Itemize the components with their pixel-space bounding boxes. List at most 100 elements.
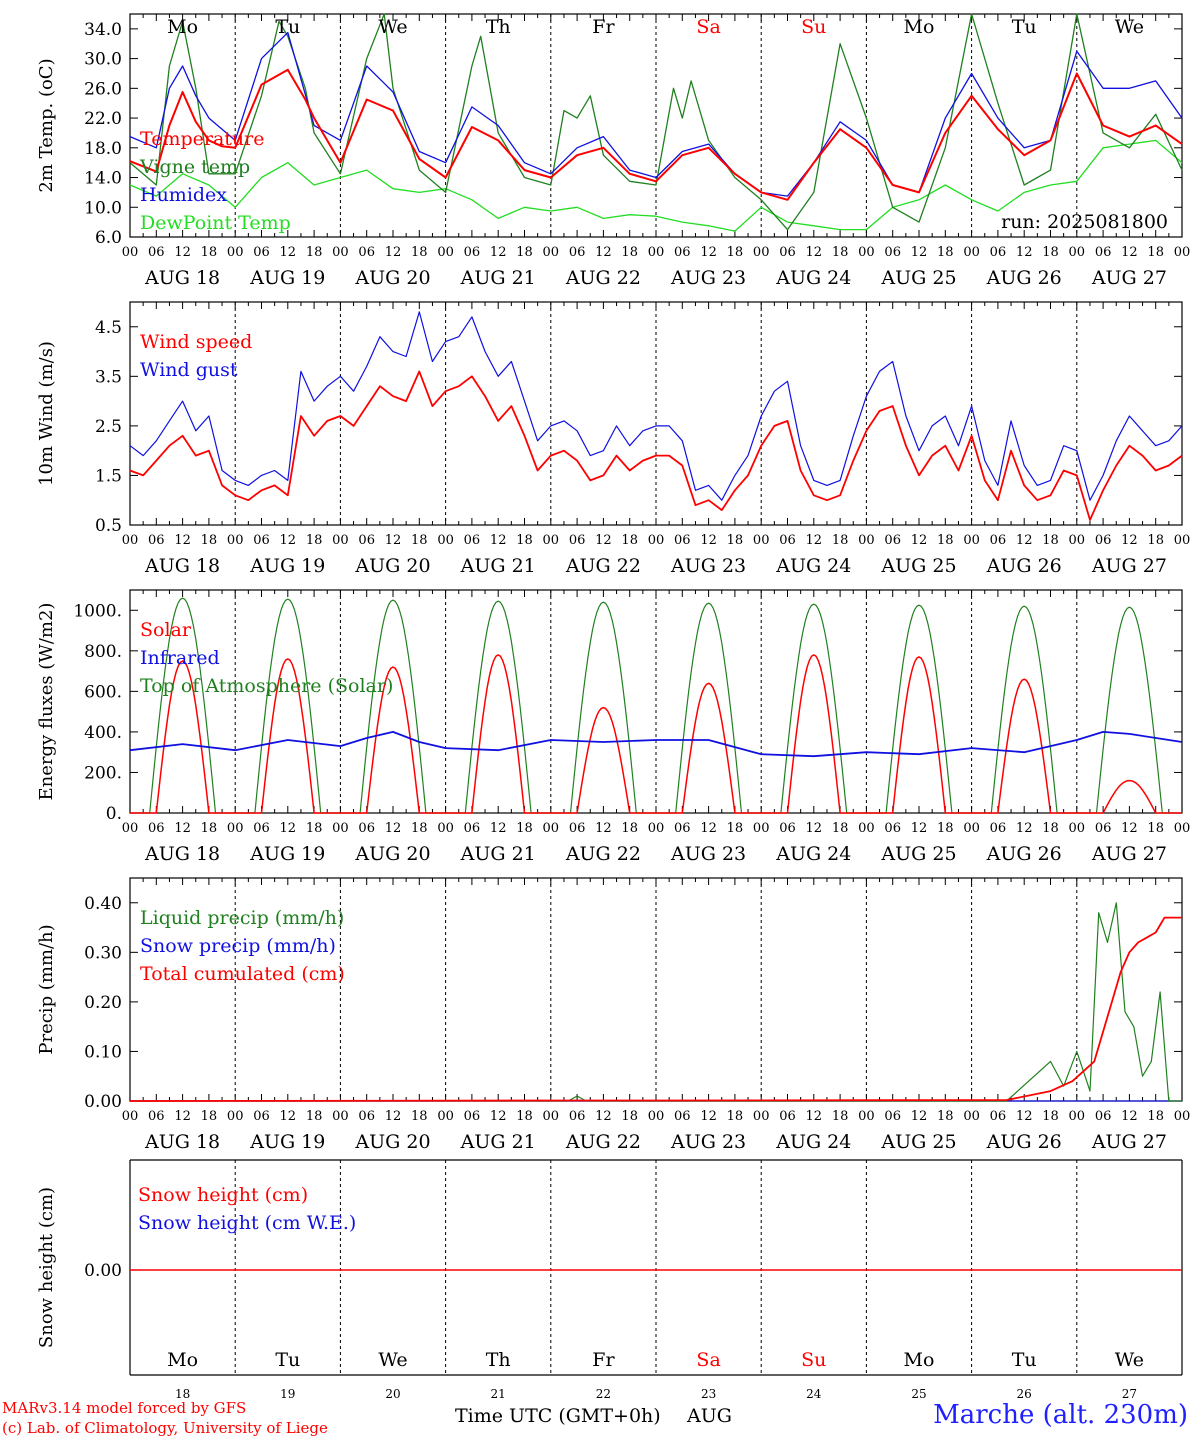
energy-hour-label: 00: [437, 821, 454, 836]
wind-hour-label: 12: [700, 533, 717, 548]
temp-hour-label: 06: [884, 245, 901, 260]
precip-hour-label: 18: [201, 1109, 218, 1124]
snow-day-number: 21: [491, 1387, 506, 1401]
wind-date-label: AUG 24: [775, 555, 851, 577]
station-name: Marche (alt. 230m): [933, 1400, 1188, 1430]
temp-date-label: AUG 25: [880, 267, 956, 289]
wind-date-label: AUG 21: [460, 555, 536, 577]
temp-hour-label: 18: [1042, 245, 1059, 260]
temp-hour-label: 18: [937, 245, 954, 260]
temp-legend-dewpoint-temp: DewPoint Temp: [140, 212, 291, 234]
precip-date-label: AUG 23: [670, 1131, 746, 1153]
wind-hour-label: 12: [174, 533, 191, 548]
snow-day-name: We: [1115, 1349, 1144, 1371]
precip-hour-label: 12: [174, 1109, 191, 1124]
energy-hour-label: 12: [385, 821, 402, 836]
precip-hour-label: 12: [700, 1109, 717, 1124]
precip-hour-label: 06: [253, 1109, 270, 1124]
temp-hour-label: 00: [227, 245, 244, 260]
precip-ytick-label: 0.20: [84, 993, 122, 1013]
precip-hour-label: 12: [385, 1109, 402, 1124]
precip-hour-label: 12: [280, 1109, 297, 1124]
temp-ytick-label: 26.0: [84, 79, 122, 99]
temp-hour-label: 18: [201, 245, 218, 260]
temp-frame: [129, 13, 1183, 238]
energy-ytick-label: 600.: [84, 682, 122, 702]
energy-hour-label: 00: [1174, 821, 1191, 836]
temp-ytick-label: 34.0: [84, 20, 122, 40]
wind-date-label: AUG 25: [880, 555, 956, 577]
x-axis-month: AUG: [687, 1405, 732, 1427]
wind-hour-label: 00: [122, 533, 139, 548]
temp-day-name: Su: [801, 16, 826, 38]
precip-hour-label: 18: [1147, 1109, 1164, 1124]
precip-ytick-label: 0.00: [84, 1092, 122, 1112]
wind-speed: [129, 370, 1183, 521]
temp-date-label: AUG 23: [670, 267, 746, 289]
precip-ytick-label: 0.10: [84, 1042, 122, 1062]
energy-hour-label: 12: [1121, 821, 1138, 836]
energy-hour-label: 18: [727, 821, 744, 836]
energy-hour-label: 00: [122, 821, 139, 836]
wind-ylabel: 10m Wind (m/s): [36, 341, 57, 486]
snow-day-number: 25: [911, 1387, 926, 1401]
wind-date-label: AUG 27: [1091, 555, 1167, 577]
wind-gust: [129, 311, 1183, 501]
precip-hour-label: 06: [990, 1109, 1007, 1124]
precip-date-label: AUG 20: [354, 1131, 430, 1153]
energy-legend-top-of-atmosphere-solar-: Top of Atmosphere (Solar): [140, 675, 393, 697]
temp-hour-label: 06: [1095, 245, 1112, 260]
snow-legend-snow-height-cm-w-e-: Snow height (cm W.E.): [138, 1212, 356, 1234]
energy-date-label: AUG 20: [354, 843, 430, 865]
wind-hour-label: 00: [648, 533, 665, 548]
energy-hour-label: 06: [884, 821, 901, 836]
energy-hour-label: 00: [227, 821, 244, 836]
energy-hour-label: 06: [779, 821, 796, 836]
temp-hour-label: 18: [1147, 245, 1164, 260]
snow-ylabel: Snow height (cm): [36, 1187, 57, 1348]
energy-hour-label: 06: [674, 821, 691, 836]
snow-day-name: Th: [486, 1349, 511, 1371]
temp-date-label: AUG 18: [144, 267, 220, 289]
temp-day-name: Th: [486, 16, 511, 38]
precip-hour-label: 18: [832, 1109, 849, 1124]
wind-hour-label: 06: [464, 533, 481, 548]
precip-hour-label: 06: [148, 1109, 165, 1124]
snow-day-number: 19: [280, 1387, 295, 1401]
precip-hour-label: 00: [753, 1109, 770, 1124]
wind-date-label: AUG 26: [986, 555, 1062, 577]
temp-day-name: We: [378, 16, 407, 38]
wind-legend-wind-gust: Wind gust: [140, 359, 238, 381]
temp-hour-label: 06: [779, 245, 796, 260]
temp-date-label: AUG 21: [460, 267, 536, 289]
precip-hour-label: 12: [911, 1109, 928, 1124]
precip-hour-label: 00: [963, 1109, 980, 1124]
temp-series-3: [129, 139, 1183, 232]
energy-hour-label: 18: [621, 821, 638, 836]
temp-hour-label: 12: [806, 245, 823, 260]
temp-hour-label: 06: [464, 245, 481, 260]
wind-ytick-label: 2.5: [95, 417, 122, 437]
energy-hour-label: 18: [832, 821, 849, 836]
wind-hour-label: 06: [779, 533, 796, 548]
temp-hour-label: 18: [411, 245, 428, 260]
run-label: run: 2025081800: [1001, 211, 1168, 233]
energy-hour-label: 06: [358, 821, 375, 836]
wind-hour-label: 12: [1016, 533, 1033, 548]
temp-hour-label: 12: [490, 245, 507, 260]
temp-ytick-label: 10.0: [84, 198, 122, 218]
energy-hour-label: 12: [911, 821, 928, 836]
energy-ytick-label: 400.: [84, 723, 122, 743]
energy-hour-label: 18: [1147, 821, 1164, 836]
wind-hour-label: 06: [148, 533, 165, 548]
wind-hour-label: 18: [306, 533, 323, 548]
energy-ytick-label: 1000.: [73, 601, 122, 621]
temp-hour-label: 00: [753, 245, 770, 260]
energy-ytick-label: 200.: [84, 763, 122, 783]
wind-hour-label: 18: [937, 533, 954, 548]
energy-date-label: AUG 24: [775, 843, 851, 865]
precip-ytick-label: 0.40: [84, 894, 122, 914]
temp-series-2: [129, 31, 1183, 197]
energy-hour-label: 06: [464, 821, 481, 836]
energy-hour-label: 00: [648, 821, 665, 836]
